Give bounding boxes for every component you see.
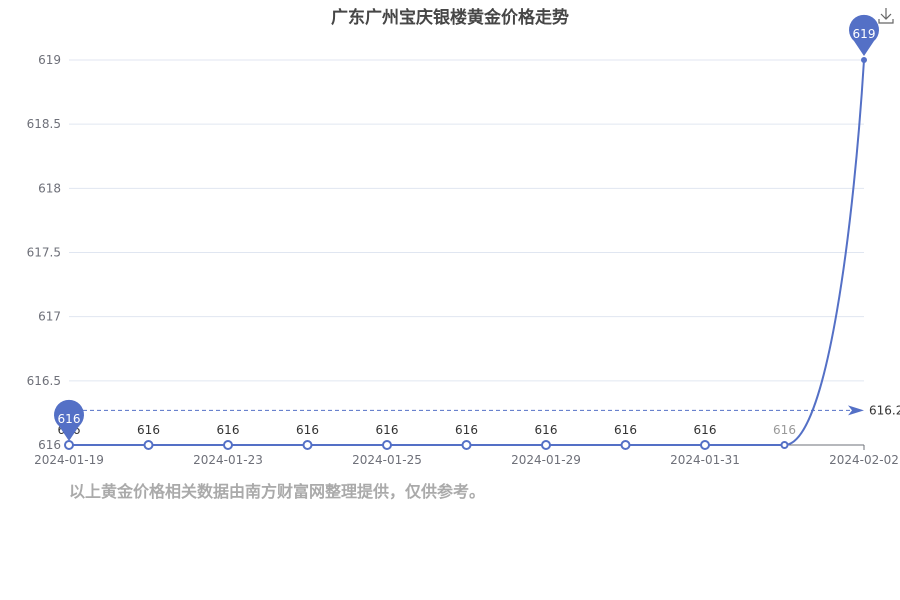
x-tick-label: 2024-01-29 xyxy=(511,453,581,467)
y-tick-label: 617.5 xyxy=(27,246,61,260)
data-label: 616 xyxy=(694,423,717,437)
y-tick-label: 618 xyxy=(38,181,61,195)
data-point xyxy=(541,440,551,450)
data-point xyxy=(861,57,867,63)
data-point xyxy=(700,440,710,450)
data-point xyxy=(382,440,392,450)
series-line xyxy=(69,59,865,446)
x-tick-label: 2024-01-19 xyxy=(34,453,104,467)
max-pin-label: 619 xyxy=(853,27,876,41)
footnote: 以上黄金价格相关数据由南方财富网整理提供，仅供参考。 xyxy=(69,482,486,501)
download-icon[interactable] xyxy=(877,7,895,25)
chart-title: 广东广州宝庆银楼黄金价格走势 xyxy=(331,8,569,28)
x-tick-label: 2024-02-02 xyxy=(829,453,899,467)
min-pin xyxy=(54,399,84,441)
data-label: 616 xyxy=(376,423,399,437)
data-label: 616 xyxy=(614,423,637,437)
data-point xyxy=(620,440,631,450)
x-tick-label: 2024-01-25 xyxy=(352,453,422,467)
y-tick-label: 618.5 xyxy=(27,117,61,131)
min-pin-label: 616 xyxy=(58,412,81,426)
data-label: 616 xyxy=(217,423,240,437)
data-point xyxy=(461,440,472,450)
y-tick-label: 616 xyxy=(38,438,61,452)
data-label: 616 xyxy=(773,423,796,437)
x-tick-label: 2024-01-23 xyxy=(193,453,263,467)
data-point xyxy=(64,440,74,450)
y-tick-label: 616.5 xyxy=(27,374,61,388)
y-tick-label: 619 xyxy=(38,53,61,67)
data-point xyxy=(143,440,154,450)
x-tick-label: 2024-01-31 xyxy=(670,453,740,467)
data-point xyxy=(302,440,313,450)
data-point xyxy=(780,441,789,449)
y-tick-label: 617 xyxy=(38,310,61,324)
data-label: 616 xyxy=(535,423,558,437)
average-label: 616.27 xyxy=(869,403,900,417)
max-pin xyxy=(849,14,880,57)
data-label: 616 xyxy=(455,423,478,437)
data-label: 616 xyxy=(296,423,319,437)
average-arrow xyxy=(848,405,864,416)
data-label: 616 xyxy=(137,423,160,437)
data-point xyxy=(223,440,233,450)
